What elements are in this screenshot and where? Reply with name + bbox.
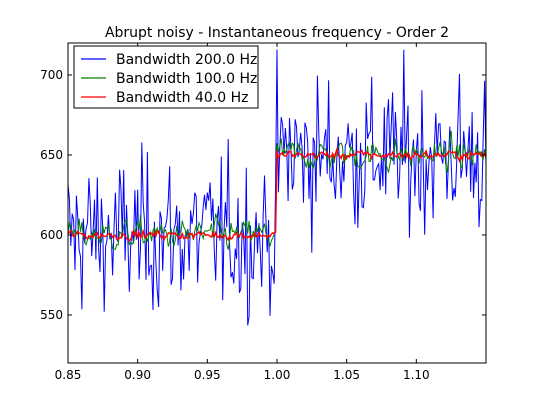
legend-label-3: Bandwidth 40.0 Hz — [116, 90, 248, 106]
legend: Bandwidth 200.0 Hz Bandwidth 100.0 Hz Band… — [73, 45, 259, 109]
series-layer — [68, 49, 486, 326]
y-tick-label: 550 — [40, 308, 63, 322]
y-axis: 550 600 650 700 — [40, 68, 486, 322]
x-axis: 0.85 0.90 0.95 1.00 1.05 1.10 — [55, 43, 430, 382]
series-line-2 — [68, 130, 486, 250]
x-tick-label: 0.90 — [124, 368, 151, 382]
x-tick-label: 1.10 — [403, 368, 430, 382]
x-tick-label: 0.95 — [194, 368, 221, 382]
x-tick-label: 0.85 — [55, 368, 82, 382]
y-tick-label: 700 — [40, 68, 63, 82]
legend-label-2: Bandwidth 100.0 Hz — [116, 71, 257, 87]
chart-title: Abrupt noisy - Instantaneous frequency -… — [105, 25, 449, 41]
legend-label-1: Bandwidth 200.0 Hz — [116, 52, 257, 68]
x-tick-label: 1.00 — [264, 368, 291, 382]
y-tick-label: 650 — [40, 148, 63, 162]
x-tick-label: 1.05 — [333, 368, 360, 382]
y-tick-label: 600 — [40, 228, 63, 242]
series-line-3 — [68, 146, 486, 242]
